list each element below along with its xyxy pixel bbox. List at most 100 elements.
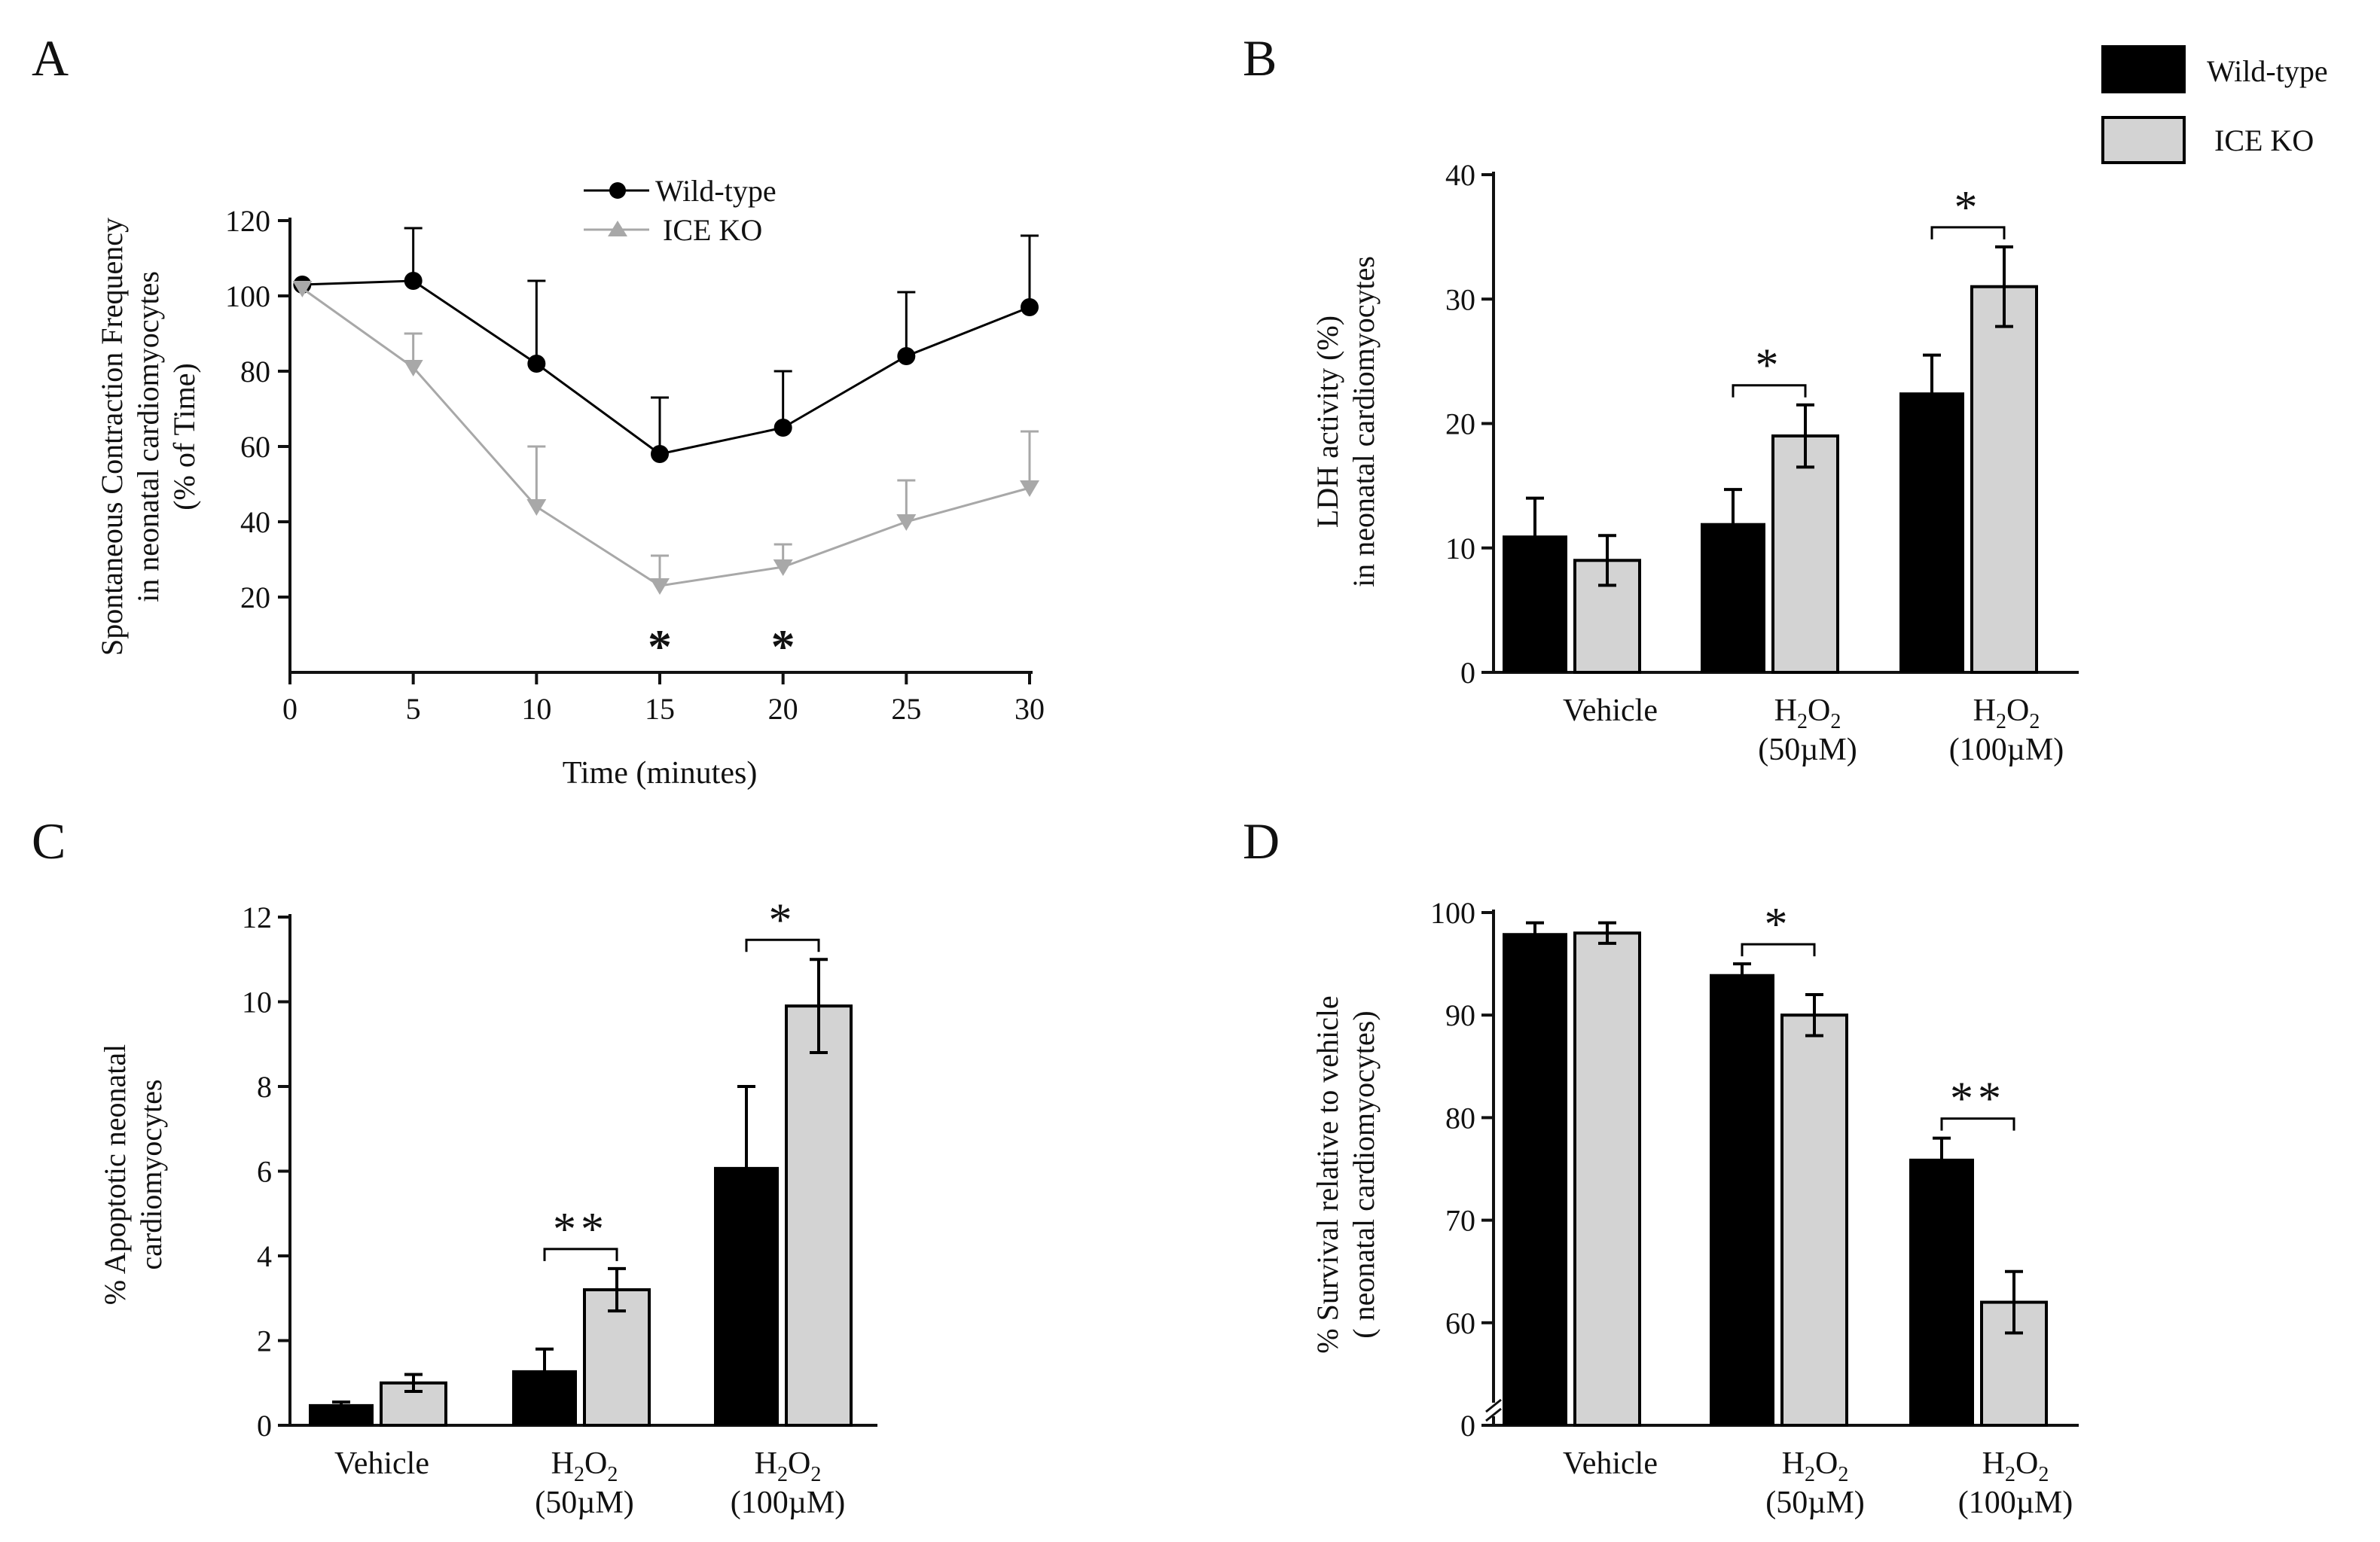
subscript: 2 — [2029, 710, 2040, 733]
subscript: 2 — [777, 1463, 788, 1486]
y-tick-label: 40 — [1445, 158, 1475, 192]
x-tick-label: 15 — [645, 692, 675, 726]
y-axis-label-line: LDH activity (%) — [1311, 315, 1344, 528]
significance-marker: * — [1954, 182, 1982, 233]
y-axis-label-line: % Apoptotic neonatal — [98, 1044, 132, 1306]
y-tick-label: 120 — [225, 204, 270, 238]
x-category-label: H2O2 — [1782, 1446, 1849, 1486]
axis-break-mark — [1485, 1407, 1502, 1422]
y-axis-label-line: (% of Time) — [167, 363, 201, 510]
y-tick-label: 2 — [257, 1324, 272, 1358]
y-axis-label-line: in neonatal cardiomyocytes — [1347, 256, 1381, 587]
panel-letter-d: D — [1243, 812, 1280, 870]
subscript: 2 — [1838, 1463, 1848, 1486]
panel-d-bar-chart: 0 60 70 80 90 100 % Survival relative to vehic… — [1311, 896, 2079, 1520]
bar-wild-type — [1909, 1158, 1974, 1425]
significance-marker: * — [1765, 899, 1793, 950]
formula-text: H — [1973, 693, 1996, 728]
y-tick-label: 10 — [242, 986, 272, 1019]
axis-break-mark — [1485, 1398, 1502, 1413]
y-axis-label-line: Spontaneous Contraction Frequency — [95, 218, 129, 656]
subscript: 2 — [1797, 710, 1808, 733]
data-point-ice-ko — [896, 514, 917, 531]
x-axis-label: Time (minutes) — [563, 756, 758, 791]
x-tick-label: 10 — [521, 692, 551, 726]
x-category-label: H2O2 — [1982, 1446, 2049, 1486]
x-category-sublabel: (50µM) — [1765, 1486, 1865, 1520]
x-tick-label: 5 — [406, 692, 421, 726]
data-point-wild-type — [897, 347, 916, 365]
significance-marker: ** — [1950, 1074, 2006, 1125]
significance-marker: * — [1756, 340, 1783, 392]
x-tick-label: 30 — [1015, 692, 1045, 726]
bar-ice-ko — [1573, 931, 1641, 1427]
x-category-label: H2O2 — [1973, 693, 2040, 733]
x-category-label: H2O2 — [1774, 693, 1841, 733]
y-tick-label: 30 — [1445, 282, 1475, 316]
formula-text: H — [1782, 1446, 1805, 1481]
legend-marker-wild-type — [609, 182, 626, 199]
significance-bracket — [1930, 226, 2006, 239]
significance-bracket — [1940, 1117, 2015, 1131]
significance-marker: * — [648, 620, 672, 673]
formula-text: O — [1815, 1446, 1838, 1481]
data-point-ice-ko — [773, 559, 793, 576]
bar-ice-ko — [1970, 285, 2038, 675]
y-tick-label: 20 — [240, 581, 270, 614]
data-point-ice-ko — [292, 281, 313, 297]
y-tick-label: 0 — [1460, 656, 1475, 690]
subscript: 2 — [2038, 1463, 2049, 1486]
bar-ice-ko — [1780, 1013, 1848, 1427]
data-point-wild-type — [651, 445, 669, 463]
data-point-ice-ko — [526, 499, 547, 516]
x-tick-label: 0 — [282, 692, 298, 726]
y-axis-label-line: in neonatal cardiomyocytes — [131, 271, 165, 602]
significance-bracket — [543, 1248, 618, 1261]
y-tick-label: 0 — [1460, 1409, 1475, 1443]
y-axis-label-line: % Survival relative to vehicle — [1311, 995, 1344, 1353]
formula-text: H — [1982, 1446, 2005, 1481]
x-category-label: Vehicle — [1563, 693, 1658, 728]
formula-text: H — [1774, 693, 1797, 728]
x-category-sublabel: (100µM) — [1949, 733, 2064, 767]
y-tick-label: 6 — [257, 1155, 272, 1189]
formula-text: O — [788, 1446, 810, 1481]
bar-wild-type — [1503, 933, 1567, 1425]
x-category-label: H2O2 — [551, 1446, 618, 1486]
significance-marker: * — [769, 894, 797, 946]
x-tick-label: 25 — [891, 692, 921, 726]
axes — [288, 218, 1033, 674]
data-point-wild-type — [774, 419, 792, 437]
panel-c-bar-chart: 0 2 4 6 8 10 12 % Apoptotic neonatal cardiomyocy… — [98, 894, 877, 1520]
legend-swatch-wild-type — [2101, 45, 2186, 93]
x-category-label: Vehicle — [1563, 1446, 1658, 1481]
formula-text: O — [584, 1446, 607, 1481]
y-tick-label: 10 — [1445, 532, 1475, 565]
panel-letter-a: A — [32, 29, 69, 87]
y-tick-label: 70 — [1445, 1204, 1475, 1238]
x-category-sublabel: (100µM) — [1958, 1486, 2073, 1520]
y-tick-label: 60 — [1445, 1306, 1475, 1340]
formula-text: H — [551, 1446, 574, 1481]
legend-label-wild-type: Wild-type — [2207, 54, 2328, 88]
subscript: 2 — [810, 1463, 821, 1486]
x-category-sublabel: (50µM) — [1758, 733, 1857, 767]
legend-label-ice-ko: ICE KO — [2214, 123, 2314, 157]
data-point-wild-type — [404, 272, 423, 290]
y-tick-label: 80 — [1445, 1101, 1475, 1135]
formula-text: O — [2015, 1446, 2038, 1481]
panel-b-bar-chart: 0 10 20 30 40 LDH activity (%) in neonatal car… — [1311, 158, 2079, 767]
y-tick-label: 60 — [240, 430, 270, 464]
y-tick-label: 20 — [1445, 407, 1475, 441]
y-axis-label-line: ( neonatal cardiomyocytes) — [1347, 1010, 1381, 1338]
formula-text: H — [755, 1446, 777, 1481]
panel-letter-b: B — [1243, 29, 1277, 87]
bar-wild-type — [1899, 392, 1964, 672]
data-point-ice-ko — [650, 578, 670, 595]
x-category-sublabel: (50µM) — [535, 1486, 634, 1520]
x-category-label: Vehicle — [334, 1446, 429, 1481]
y-tick-label: 0 — [257, 1409, 272, 1443]
x-tick-label: 20 — [768, 692, 798, 726]
data-point-wild-type — [527, 355, 546, 373]
